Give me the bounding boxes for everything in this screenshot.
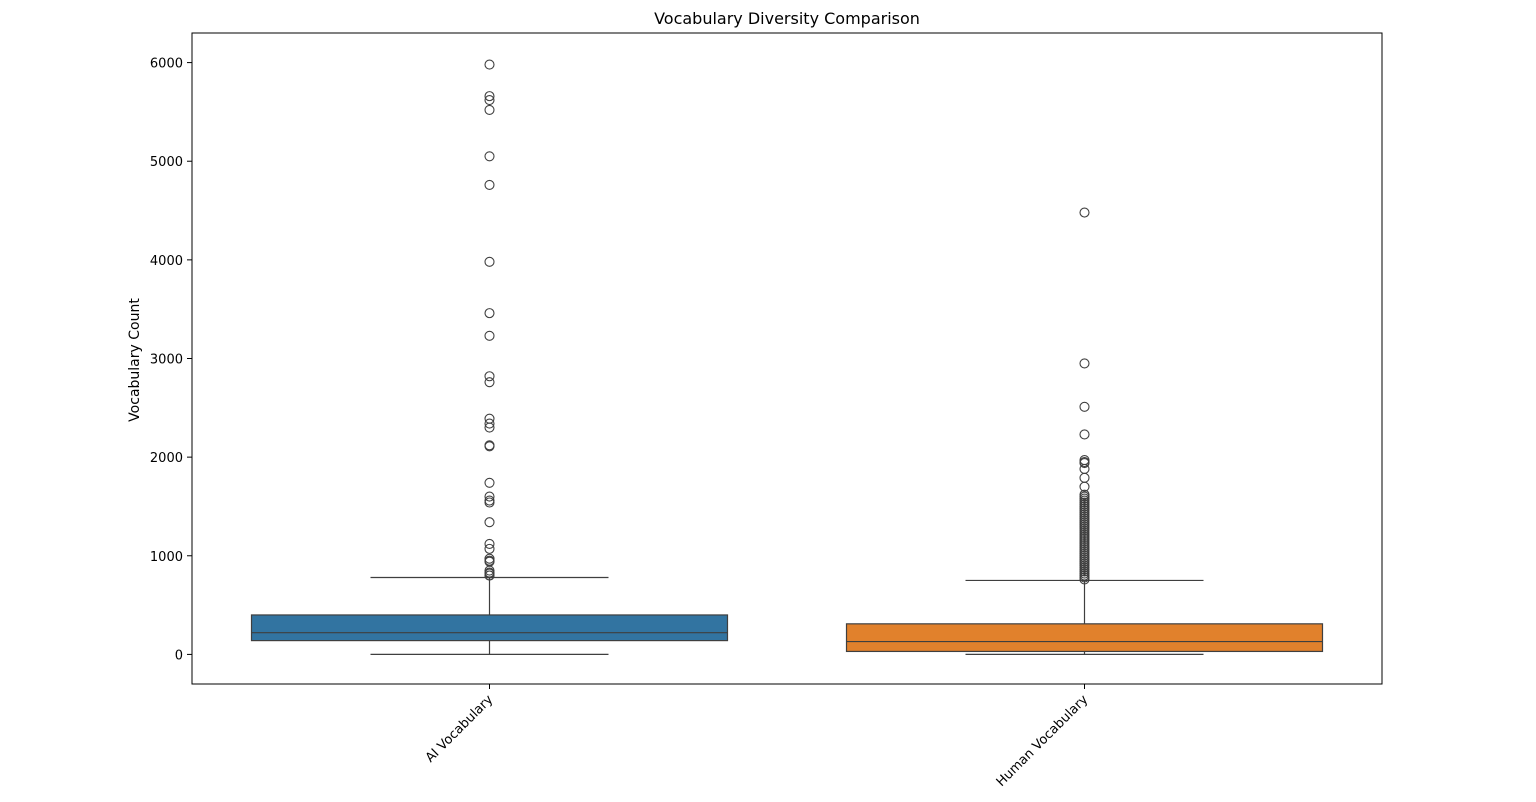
outlier-point [484, 371, 495, 382]
outlier-point [484, 422, 495, 433]
outlier-point [484, 330, 495, 341]
chart-title: Vocabulary Diversity Comparison [654, 9, 920, 28]
outlier-point [484, 179, 495, 190]
outlier-point [1079, 429, 1090, 440]
outlier-point [484, 477, 495, 488]
outlier-point [484, 308, 495, 319]
outlier-point [484, 497, 495, 508]
outlier-point [484, 570, 495, 581]
plot-area-frame [191, 32, 1383, 685]
outlier-point [1079, 358, 1090, 369]
outlier-point [1079, 458, 1090, 469]
y-tick-label: 0 [175, 648, 183, 663]
y-tick-label: 2000 [150, 451, 183, 466]
y-tick-label: 5000 [150, 155, 183, 170]
x-tick-label: Human Vocabulary [994, 692, 1092, 790]
box-human-vocabulary [845, 207, 1324, 656]
outlier-point [484, 418, 495, 429]
outlier-point [484, 377, 495, 388]
outlier-point [1079, 472, 1090, 483]
outlier-point [1079, 574, 1090, 585]
outlier-point [484, 59, 495, 70]
box-series-group [250, 59, 1324, 656]
outlier-point [484, 256, 495, 267]
y-tick-label: 4000 [150, 254, 183, 269]
interquartile-box [845, 623, 1324, 653]
outlier-point [484, 543, 495, 554]
outlier-point [484, 95, 495, 106]
y-tick-label: 3000 [150, 353, 183, 368]
y-tick-label: 1000 [150, 550, 183, 565]
outlier-point [484, 517, 495, 528]
outlier-point [484, 441, 495, 452]
y-axis: 0 1000 2000 3000 4000 5000 6000 [150, 57, 192, 663]
x-tick-label: AI Vocabulary [423, 692, 497, 766]
outlier-point [1079, 207, 1090, 218]
box-ai-vocabulary [250, 59, 729, 656]
y-tick-label: 6000 [150, 57, 183, 72]
outlier-point [484, 104, 495, 115]
outlier-point [484, 91, 495, 102]
outlier-point [484, 491, 495, 502]
interquartile-box [250, 614, 729, 642]
outlier-point [1079, 481, 1090, 492]
outlier-point [484, 151, 495, 162]
y-axis-label: Vocabulary Count [127, 298, 143, 422]
outlier-point [484, 538, 495, 549]
outlier-point [1079, 401, 1090, 412]
x-axis: AI Vocabulary Human Vocabulary [423, 684, 1092, 790]
outlier-point [1079, 463, 1090, 475]
